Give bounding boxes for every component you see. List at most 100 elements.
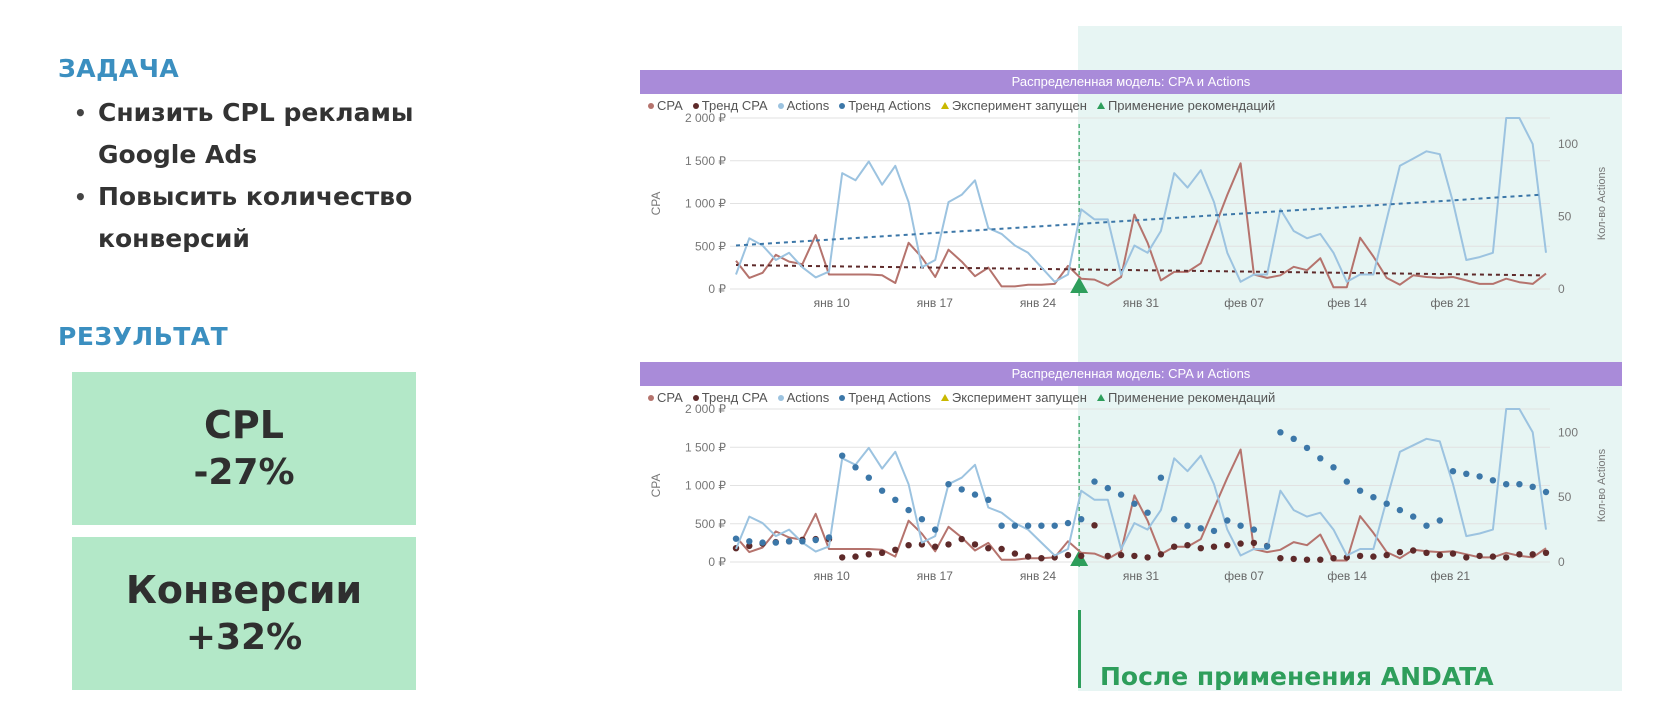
chart-panel-bottom: Распределенная модель: CPA и Actions CPA…	[640, 362, 1622, 642]
actions-trend-point	[1024, 522, 1032, 529]
apply-marker-triangle	[1070, 277, 1089, 293]
legend-item-experiment[interactable]: Эксперимент запущен	[940, 98, 1087, 113]
triangle-icon	[1096, 394, 1105, 401]
legend-item-experiment[interactable]: Эксперимент запущен	[940, 390, 1087, 405]
actions-trend-point	[985, 496, 992, 503]
actions-trend-point	[1038, 522, 1045, 529]
x-tick-label: янв 10	[814, 569, 851, 583]
legend-item-cpa[interactable]: CPA	[648, 98, 683, 113]
actions-trend-point	[1184, 522, 1191, 529]
actions-trend-point	[1343, 478, 1350, 485]
actions-trend-point	[1197, 525, 1204, 532]
kpi-cpl-value: -27%	[193, 451, 295, 493]
actions-trend-point	[998, 522, 1005, 529]
kpi-conversions-card: Конверсии +32%	[72, 537, 416, 690]
actions-trend-point	[1489, 477, 1497, 484]
triangle-icon	[940, 394, 949, 401]
cpa-trend-point	[1250, 539, 1258, 547]
cpa-trend-point	[1410, 547, 1417, 554]
cpa-trend-point	[1224, 542, 1231, 549]
legend-item-actions[interactable]: Actions	[777, 98, 829, 113]
cpa-trend-point	[1144, 554, 1151, 561]
chart-title: Распределенная модель: CPA и Actions	[640, 70, 1622, 94]
actions-trend-point	[1529, 483, 1536, 490]
cpa-trend-point	[852, 553, 859, 560]
cpa-trend-point	[1237, 540, 1244, 547]
x-tick-label: янв 17	[917, 569, 954, 583]
cpa-trend-point	[1436, 551, 1443, 559]
legend-item-cpa-trend[interactable]: Тренд CPA	[692, 98, 768, 113]
task-item: Повысить количество конверсий	[72, 176, 438, 260]
y-tick-label: 500 ₽	[695, 239, 726, 253]
cpa-trend-point	[865, 551, 872, 558]
actions-trend-point	[732, 535, 740, 542]
actions-trend-point	[1396, 506, 1404, 514]
actions-trend-point	[799, 538, 806, 545]
actions-trend-point	[1051, 522, 1058, 529]
actions-trend-line	[735, 193, 1541, 247]
cpa-line	[735, 162, 1547, 289]
actions-trend-point	[825, 534, 833, 541]
actions-trend-point	[865, 474, 872, 481]
cpa-trend-point	[1117, 551, 1125, 559]
cpa-trend-point	[1370, 553, 1377, 560]
actions-trend-point	[1104, 484, 1111, 492]
chart-panel-top: Распределенная модель: CPA и Actions CPA…	[640, 70, 1622, 340]
kpi-cpl-card: CPL -27%	[72, 372, 416, 525]
actions-trend-point	[772, 539, 779, 546]
actions-trend-point	[1237, 522, 1244, 529]
cpa-trend-point	[985, 545, 992, 552]
actions-trend-point	[892, 496, 899, 503]
cpa-trend-point	[1423, 549, 1430, 556]
actions-trend-point	[759, 539, 766, 546]
cpa-trend-point	[1503, 554, 1510, 561]
x-tick-label: фев 21	[1430, 296, 1470, 310]
cpa-trend-point	[958, 535, 965, 543]
actions-trend-point	[1210, 527, 1218, 535]
x-tick-label: фев 07	[1224, 296, 1264, 310]
legend-item-actions[interactable]: Actions	[777, 390, 829, 405]
cpa-trend-point	[1303, 556, 1311, 563]
x-tick-label: фев 14	[1327, 296, 1367, 310]
cpa-trend-point	[1064, 551, 1072, 559]
actions-trend-point	[1476, 473, 1483, 480]
cpa-trend-point	[892, 546, 899, 553]
cpa-trend-point	[1317, 556, 1324, 563]
cpa-trend-point	[839, 554, 846, 561]
legend-item-cpa-trend[interactable]: Тренд CPA	[692, 390, 768, 405]
cpa-trend-point	[1104, 552, 1111, 560]
legend-item-actions-trend[interactable]: Тренд Actions	[839, 390, 931, 405]
x-tick-label: фев 21	[1430, 569, 1470, 583]
actions-trend-point	[971, 491, 979, 498]
actions-line	[735, 117, 1547, 283]
x-tick-label: фев 14	[1327, 569, 1367, 583]
cpa-trend-point	[1024, 553, 1032, 560]
cpa-trend-point	[1383, 551, 1390, 559]
legend-item-actions-trend[interactable]: Тренд Actions	[839, 98, 931, 113]
legend-dot-icon	[839, 394, 846, 401]
cpa-trend-point	[1542, 549, 1550, 556]
legend-dot-icon	[648, 102, 654, 109]
cpa-trend-line	[735, 264, 1541, 277]
actions-trend-point	[1303, 444, 1311, 452]
chart-plot-bottom: 2 000 ₽ 1 500 ₽ 1 000 ₽ 500 ₽ 0 ₽ 100 50 0 CPA Ко…	[649, 402, 1608, 583]
legend-item-apply[interactable]: Применение рекомендаций	[1096, 98, 1275, 113]
x-tick-label: янв 31	[1123, 296, 1160, 310]
cpa-trend-point	[1277, 555, 1284, 562]
actions-trend-point	[1383, 500, 1390, 507]
cpa-trend-point	[945, 541, 952, 548]
actions-trend-point	[1157, 474, 1165, 481]
cpa-trend-point	[1184, 542, 1191, 549]
x-tick-label: янв 31	[1123, 569, 1160, 583]
actions-trend-point	[878, 487, 886, 494]
cpa-trend-point	[1131, 552, 1138, 560]
legend-item-cpa[interactable]: CPA	[648, 390, 683, 405]
actions-trend-point	[785, 538, 793, 545]
actions-trend-point	[1317, 455, 1324, 462]
legend-item-apply[interactable]: Применение рекомендаций	[1096, 390, 1275, 405]
actions-trend-point	[1503, 481, 1510, 488]
y-tick-label: 500 ₽	[695, 517, 726, 531]
actions-trend-point	[932, 526, 939, 533]
y2-tick-label: 50	[1558, 490, 1572, 504]
actions-trend-point	[1078, 516, 1085, 523]
